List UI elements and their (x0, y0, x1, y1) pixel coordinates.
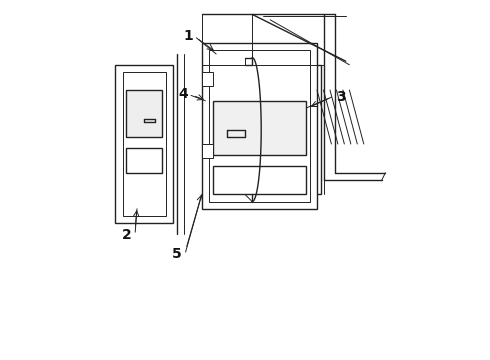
Polygon shape (202, 43, 317, 209)
Polygon shape (213, 101, 306, 155)
Text: 3: 3 (336, 90, 345, 104)
Polygon shape (126, 90, 162, 137)
Polygon shape (202, 144, 213, 158)
Text: 5: 5 (172, 247, 182, 261)
Polygon shape (202, 72, 213, 86)
Text: 4: 4 (178, 87, 188, 101)
Text: 2: 2 (122, 228, 132, 242)
Text: 1: 1 (183, 29, 193, 43)
Polygon shape (116, 65, 173, 223)
